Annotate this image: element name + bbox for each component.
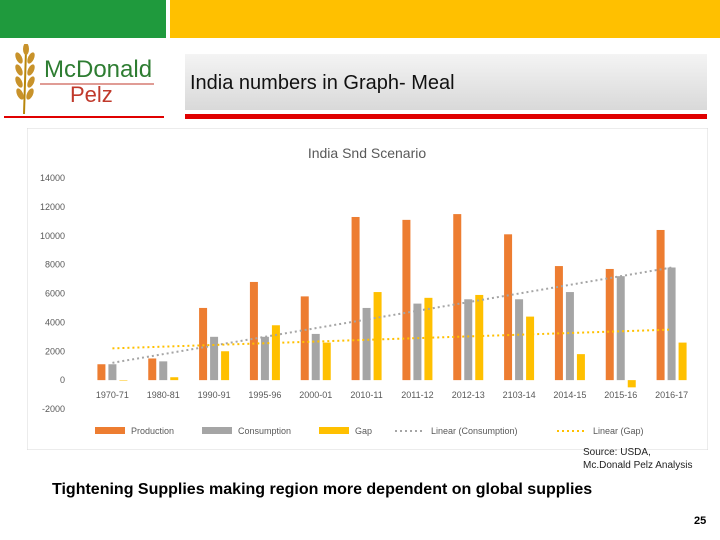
- x-tick-label: 2016-17: [655, 390, 688, 400]
- logo-line2: Pelz: [70, 82, 113, 107]
- source-line1: Source: USDA,: [583, 447, 651, 458]
- slide-caption: Tightening Supplies making region more d…: [52, 481, 593, 498]
- bar-consumption: [260, 336, 269, 381]
- source-note: Source: USDA, Mc.Donald Pelz Analysis: [583, 446, 693, 472]
- legend-swatch: [319, 427, 349, 434]
- bar-consumption: [362, 307, 371, 381]
- legend-label: Production: [131, 426, 174, 436]
- y-tick-label: 14000: [40, 173, 65, 183]
- title-bar: [185, 54, 707, 110]
- bar-production: [249, 281, 258, 381]
- bar-production: [97, 364, 106, 381]
- bar-consumption: [210, 336, 219, 381]
- logo: McDonald Pelz: [15, 44, 154, 115]
- chart-title: India Snd Scenario: [308, 145, 427, 161]
- x-tick-label: 2103-14: [503, 390, 536, 400]
- x-tick-label: 2011-12: [401, 390, 433, 400]
- bar-consumption: [515, 299, 524, 381]
- x-tick-label: 2014-15: [553, 390, 586, 400]
- legend-label: Consumption: [238, 426, 291, 436]
- bar-consumption: [311, 333, 320, 381]
- legend-swatch: [95, 427, 125, 434]
- x-tick-label: 2012-13: [452, 390, 485, 400]
- legend-label: Linear (Gap): [593, 426, 644, 436]
- x-tick-label: 1995-96: [248, 390, 281, 400]
- bar-gap: [576, 354, 585, 381]
- legend-label: Gap: [355, 426, 372, 436]
- y-tick-label: 4000: [45, 317, 65, 327]
- bar-gap: [271, 325, 280, 381]
- bar-consumption: [413, 303, 422, 381]
- bar-production: [351, 216, 360, 381]
- bar-gap: [221, 351, 230, 381]
- bar-production: [402, 219, 411, 381]
- bar-gap: [119, 380, 128, 381]
- y-tick-label: 10000: [40, 231, 65, 241]
- bar-production: [199, 307, 208, 381]
- y-tick-label: 8000: [45, 260, 65, 270]
- x-tick-label: 2010-11: [350, 390, 382, 400]
- legend-label: Linear (Consumption): [431, 426, 518, 436]
- header-yellow-band: [170, 0, 720, 38]
- title-underline: [185, 114, 707, 119]
- bar-consumption: [159, 361, 168, 381]
- bar-production: [300, 296, 309, 381]
- header-green-band: [0, 0, 166, 38]
- bar-production: [453, 214, 462, 381]
- x-tick-label: 1970-71: [96, 390, 129, 400]
- x-tick-label: 1980-81: [147, 390, 180, 400]
- bar-consumption: [464, 299, 473, 381]
- bar-production: [504, 234, 513, 381]
- slide-title: India numbers in Graph- Meal: [190, 72, 455, 94]
- y-tick-label: -2000: [42, 404, 65, 414]
- bar-production: [605, 268, 614, 381]
- y-tick-label: 6000: [45, 289, 65, 299]
- bar-production: [148, 358, 157, 381]
- bar-gap: [526, 316, 535, 381]
- page-number: 25: [694, 515, 707, 527]
- logo-line1: McDonald: [44, 56, 152, 83]
- wheat-icon: [15, 44, 35, 115]
- bar-gap: [627, 380, 636, 388]
- bar-consumption: [667, 267, 676, 381]
- logo-underline: [4, 116, 164, 118]
- x-tick-label: 2015-16: [604, 390, 637, 400]
- y-tick-label: 12000: [40, 202, 65, 212]
- legend-swatch: [202, 427, 232, 434]
- bar-production: [554, 266, 563, 381]
- x-tick-label: 1990-91: [198, 390, 231, 400]
- bar-consumption: [565, 292, 574, 381]
- bar-gap: [475, 294, 484, 381]
- bar-gap: [322, 342, 331, 381]
- y-tick-label: 2000: [45, 346, 65, 356]
- source-line2: Mc.Donald Pelz Analysis: [583, 460, 693, 471]
- bar-consumption: [616, 276, 625, 381]
- bar-gap: [678, 342, 687, 381]
- bar-gap: [424, 297, 433, 381]
- y-tick-label: 0: [60, 375, 65, 385]
- bar-gap: [170, 377, 179, 381]
- bar-production: [656, 229, 665, 381]
- chart: India Snd Scenario 14000 12000 10000 8000 60…: [27, 128, 708, 450]
- bar-gap: [373, 292, 382, 381]
- bar-consumption: [108, 364, 117, 381]
- trendline: [112, 328, 672, 350]
- x-tick-label: 2000-01: [299, 390, 332, 400]
